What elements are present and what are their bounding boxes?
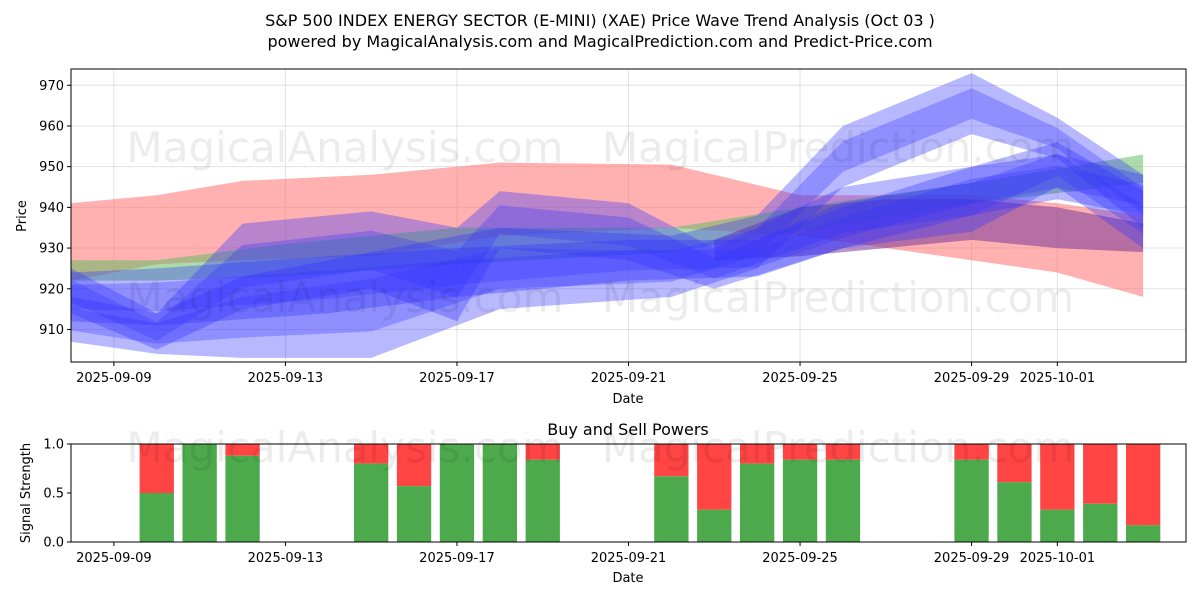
- price-x-ticks: 2025-09-09 2025-09-13 2025-09-17 2025-09-21…: [76, 362, 1095, 386]
- buy-bar-0: [139, 493, 174, 542]
- price-band-2: [714, 199, 1144, 261]
- signal-x-ticks: 2025-09-09 2025-09-13 2025-09-17 2025-09-21…: [76, 542, 1095, 566]
- signal-x-tick-1: 2025-09-13: [248, 551, 324, 566]
- buy-bar-15: [1040, 509, 1075, 542]
- price-x-label: Date: [612, 392, 643, 407]
- chart-title: S&P 500 INDEX ENERGY SECTOR (E-MINI) (XA…: [265, 11, 935, 30]
- buy-bar-9: [697, 509, 732, 542]
- price-x-tick-3: 2025-09-21: [591, 371, 667, 386]
- signal-y-tick-2: 1.0: [43, 438, 64, 453]
- price-band-3: [71, 154, 1144, 326]
- sell-bar-2: [225, 444, 260, 456]
- buy-bar-1: [182, 444, 217, 542]
- price-axes-frame: [70, 68, 1187, 363]
- price-band-5: [71, 142, 1144, 350]
- signal-x-tick-3: 2025-09-21: [591, 551, 667, 566]
- sell-bar-12: [825, 444, 861, 460]
- signal-y-ticks: 0.0 0.5 1.0: [43, 438, 71, 551]
- buy-bar-16: [1083, 503, 1118, 542]
- signal-x-tick-2: 2025-09-17: [419, 551, 495, 566]
- buy-bar-6: [482, 444, 517, 542]
- buy-bar-5: [439, 444, 475, 542]
- signal-panel: Buy and Sell Powers MagicalAnalysis.com …: [19, 420, 1187, 586]
- price-panel: MagicalAnalysis.com MagicalPrediction.co…: [15, 68, 1187, 407]
- sell-bar-15: [1040, 444, 1075, 510]
- price-band-4: [71, 73, 1144, 358]
- signal-y-tick-0: 0.0: [43, 536, 64, 551]
- price-band-core-3: [71, 165, 1144, 312]
- sell-bar-16: [1083, 444, 1118, 504]
- signal-y-label: Signal Strength: [19, 443, 34, 543]
- price-x-tick-0: 2025-09-09: [76, 371, 152, 386]
- buy-bar-3: [354, 463, 389, 542]
- sell-bar-17: [1126, 444, 1161, 526]
- buy-bar-2: [225, 455, 260, 542]
- buy-bar-14: [997, 482, 1032, 542]
- price-y-tick-6: 970: [39, 79, 64, 94]
- price-band-1: [71, 154, 1144, 281]
- buy-bar-4: [396, 486, 432, 542]
- price-y-tick-1: 920: [39, 282, 64, 297]
- buy-bar-11: [782, 459, 818, 542]
- price-x-tick-5: 2025-09-29: [934, 371, 1010, 386]
- price-y-tick-2: 930: [39, 242, 64, 257]
- sell-bar-7: [525, 444, 560, 460]
- watermark-top-right: MagicalPrediction.com: [602, 123, 1075, 172]
- sell-bar-0: [139, 444, 174, 493]
- sell-bar-4: [396, 444, 432, 487]
- signal-x-tick-4: 2025-09-25: [762, 551, 838, 566]
- price-x-tick-1: 2025-09-13: [248, 371, 324, 386]
- watermark-bottom-right: MagicalPrediction.com: [602, 423, 1075, 472]
- chart-subtitle: powered by MagicalAnalysis.com and Magic…: [267, 32, 932, 51]
- sell-bar-11: [782, 444, 818, 460]
- signal-y-tick-1: 0.5: [43, 487, 64, 502]
- price-y-label: Price: [15, 200, 30, 232]
- price-x-tick-2: 2025-09-17: [419, 371, 495, 386]
- signal-bars: [139, 444, 1161, 542]
- price-y-tick-0: 910: [39, 323, 64, 338]
- buy-bar-10: [740, 463, 775, 542]
- sell-bar-3: [354, 444, 389, 464]
- watermark-mid-left: MagicalAnalysis.com: [127, 273, 564, 322]
- price-y-ticks: 910 920 930 940 950 960 970: [39, 79, 71, 338]
- buy-bar-17: [1126, 525, 1161, 542]
- buy-bar-13: [954, 459, 989, 542]
- sell-bar-13: [954, 444, 989, 460]
- signal-x-tick-5: 2025-09-29: [934, 551, 1010, 566]
- sell-bar-14: [997, 444, 1032, 483]
- price-x-tick-6: 2025-10-01: [1020, 371, 1096, 386]
- signal-title: Buy and Sell Powers: [547, 420, 709, 439]
- sell-bar-9: [697, 444, 732, 510]
- price-bands: [71, 73, 1144, 358]
- watermark-top-left: MagicalAnalysis.com: [127, 123, 564, 172]
- sell-bar-8: [654, 444, 689, 477]
- buy-bar-8: [654, 476, 689, 542]
- price-x-tick-4: 2025-09-25: [762, 371, 838, 386]
- sell-bar-10: [740, 444, 775, 464]
- watermark-mid-right: MagicalPrediction.com: [602, 273, 1075, 322]
- signal-x-tick-6: 2025-10-01: [1020, 551, 1096, 566]
- price-y-tick-5: 960: [39, 119, 64, 134]
- price-band-core-5: [71, 153, 1144, 341]
- watermark-bottom-left: MagicalAnalysis.com: [127, 423, 564, 472]
- signal-axes-frame: [70, 443, 1187, 543]
- price-band-core-4: [71, 88, 1144, 344]
- price-y-tick-4: 950: [39, 160, 64, 175]
- signal-x-label: Date: [612, 571, 643, 586]
- buy-bar-12: [825, 459, 861, 542]
- price-y-tick-3: 940: [39, 201, 64, 216]
- buy-bar-7: [525, 459, 560, 542]
- signal-x-tick-0: 2025-09-09: [76, 551, 152, 566]
